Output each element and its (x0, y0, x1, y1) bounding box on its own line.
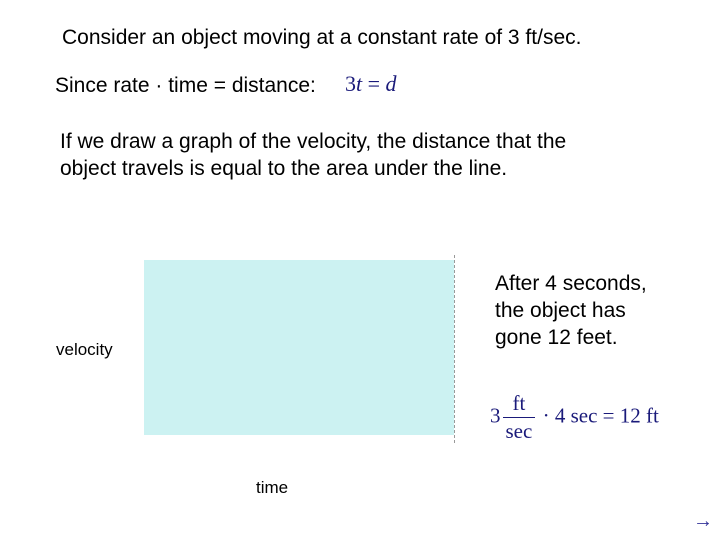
formula1-lhs: 3t (345, 71, 362, 96)
formula2-rest: · 4 sec = 12 ft (537, 404, 658, 428)
x-axis-label: time (256, 478, 288, 498)
result-line-c: gone 12 feet. (495, 324, 618, 351)
chart-dashed-line (454, 255, 455, 443)
formula2-fraction: ftsec (503, 390, 536, 446)
formula2-coef: 3 (490, 404, 501, 428)
intro-line-2: Since rate · time = distance: (55, 72, 316, 99)
formula-distance-calc: 3ftsec · 4 sec = 12 ft (490, 390, 659, 446)
y-axis-label: velocity (56, 340, 113, 360)
formula1-rhs: d (386, 71, 397, 96)
intro-line-1: Consider an object moving at a constant … (62, 24, 581, 51)
formula2-den: sec (503, 418, 536, 445)
intro-line-3a: If we draw a graph of the velocity, the … (60, 128, 566, 155)
intro-line-3b: object travels is equal to the area unde… (60, 155, 507, 182)
velocity-area-rect (144, 260, 454, 435)
next-arrow-icon: → (693, 510, 713, 533)
result-line-b: the object has (495, 297, 626, 324)
result-line-a: After 4 seconds, (495, 270, 647, 297)
formula-rate-time-distance: 3t = d (345, 70, 397, 99)
formula1-eq: = (362, 71, 385, 96)
intro-line-2-text: Since rate · time = distance: (55, 74, 316, 97)
formula2-num: ft (503, 390, 536, 418)
